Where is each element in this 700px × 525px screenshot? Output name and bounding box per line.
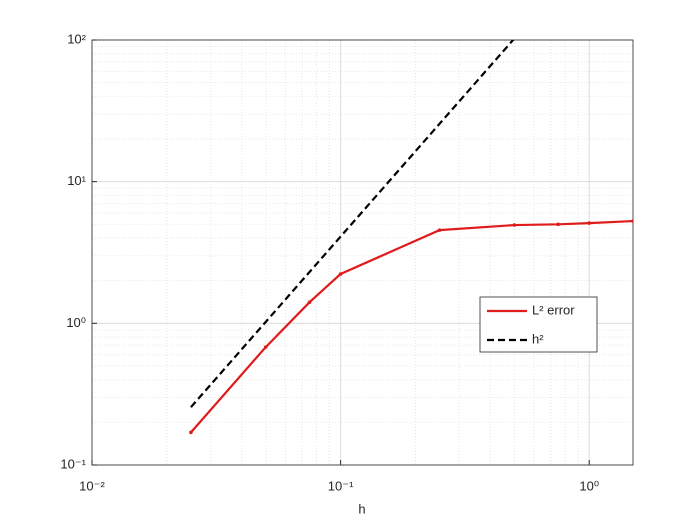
x-tick-label: 10⁰	[579, 478, 599, 493]
data-point	[189, 430, 193, 435]
data-point	[338, 272, 343, 276]
y-tick-label: 10²	[67, 31, 86, 46]
data-point	[587, 221, 592, 225]
legend-label: L² error	[532, 302, 575, 317]
plot-area	[92, 40, 633, 465]
data-point	[307, 300, 312, 304]
data-point	[437, 228, 442, 232]
data-point	[631, 219, 633, 223]
data-point	[263, 345, 268, 349]
data-point	[556, 222, 560, 227]
x-axis-label: h	[358, 501, 365, 516]
legend-label: h²	[532, 331, 544, 346]
y-tick-label: 10¹	[67, 173, 86, 188]
plot-lines	[189, 40, 633, 435]
x-tick-label: 10⁻²	[79, 478, 105, 493]
legend-box	[479, 296, 598, 353]
x-tick-label: 10⁻¹	[328, 478, 354, 493]
axes-box	[91, 39, 634, 466]
y-tick-label: 10⁻¹	[60, 456, 86, 471]
data-point	[512, 223, 517, 227]
y-tick-label: 10⁰	[66, 315, 86, 330]
data-line	[190, 40, 515, 408]
